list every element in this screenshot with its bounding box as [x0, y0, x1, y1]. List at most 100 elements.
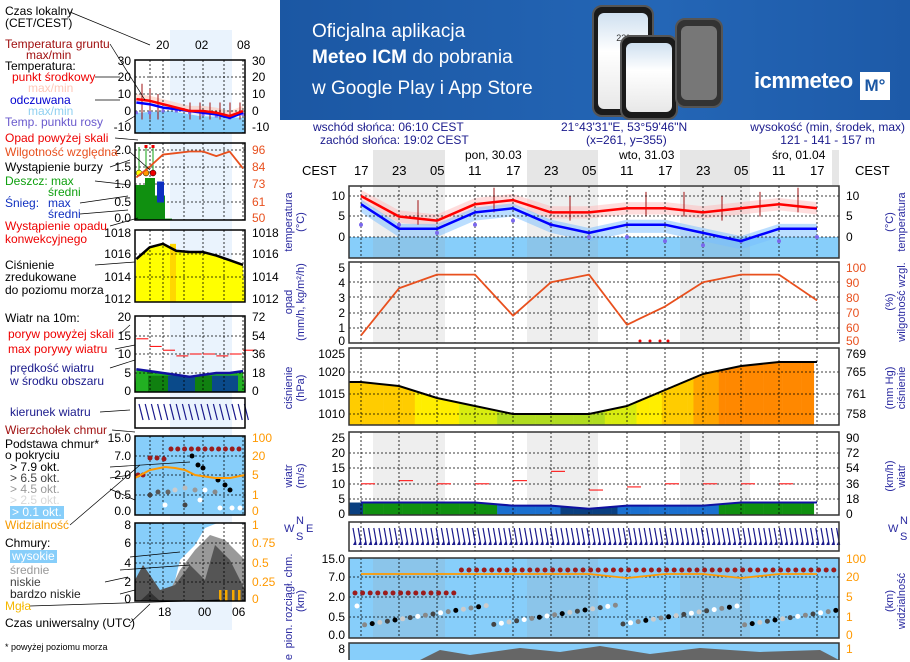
humidity-tick: 60: [846, 320, 860, 335]
mini-wind-arrow: [188, 403, 194, 421]
pressure-fill-strip: [661, 390, 669, 425]
wind-arrow-head: [457, 541, 460, 545]
cloud-top-dot: [702, 567, 708, 573]
wind-arrow-head: [576, 541, 580, 545]
wind-arrow-head: [795, 541, 798, 545]
wind-direction-arrow: [555, 527, 560, 546]
mini-visibility-line: [134, 466, 246, 479]
wind-fill-strip: [522, 505, 530, 515]
pressure-fill-strip: [566, 414, 574, 425]
convective-precip-dot: [638, 339, 642, 343]
mini-clouds-right-tick: 0.75: [252, 535, 276, 550]
cloud-top-dot: [504, 567, 510, 573]
mini-cloud-base-dot: [172, 487, 178, 493]
pressure-fill-strip: [794, 362, 802, 425]
wind-fill-strip: [370, 502, 378, 515]
temperature-line: [360, 194, 818, 222]
mini-precip-tick: 1.5: [114, 159, 131, 174]
wind-direction-arrow: [565, 527, 570, 546]
wind-fill-strip: [693, 505, 701, 515]
legend-vlow: bardzo niskie: [10, 587, 81, 601]
cloud-base-dot: [362, 622, 368, 628]
mini-pressure-tick: 1016: [104, 246, 131, 261]
cloud-base-dot: [597, 605, 603, 611]
wind-direction-arrow: [451, 527, 456, 546]
mini-pressure-strip: [170, 243, 176, 302]
wind-direction-arrow: [591, 527, 596, 546]
cloud-base-dot: [780, 616, 786, 622]
legend-leader-line: [119, 589, 136, 595]
legend-leader-line: [109, 461, 191, 468]
wind-direction-arrow: [435, 527, 440, 546]
mini-precip-tick: 0.0: [114, 210, 131, 225]
mini-cloud-base-dot: [229, 505, 235, 511]
legend-pressure2: zredukowane: [5, 270, 77, 284]
cloud-top-dot: [709, 567, 715, 573]
wind-arrow-head: [358, 541, 362, 545]
cloud-top-dot: [489, 567, 495, 573]
mini-cloud-base-dot: [182, 485, 188, 491]
wind-arrow-head: [633, 541, 637, 545]
wind-arrow-head: [550, 541, 554, 545]
elevation-values: 121 - 141 - 157 m: [780, 133, 875, 147]
dew-point-dot: [473, 222, 477, 227]
phone-image-3: [675, 18, 723, 108]
cloud-top-dot: [595, 567, 601, 573]
mini-fog-bar: [219, 590, 222, 601]
axis-title-left: pion. rozciągł. chm. (km): [283, 553, 307, 649]
cloud-base-dot: [650, 616, 656, 622]
mini-pressure-tick-right: 1014: [252, 269, 279, 284]
wind-rose-left: N: [296, 515, 304, 527]
pressure-fill-strip: [788, 362, 796, 425]
pressure-fill-strip: [414, 392, 422, 425]
wind-arrow-head: [545, 541, 549, 545]
mini-wind-kmh-tick: 36: [252, 346, 266, 361]
cloud-top-dot: [618, 567, 624, 573]
cloud-top-dot: [466, 567, 472, 573]
wind-direction-arrow: [815, 527, 820, 546]
mini-dew-dot: [241, 112, 245, 116]
mini-cloud-top-dot: [236, 446, 242, 452]
cloud-base-tick: 0.5: [328, 609, 345, 624]
cloud-base-dot: [726, 604, 732, 610]
axis-title-left: wiatr (m/s): [283, 463, 307, 489]
wind-arrow-head: [488, 541, 492, 545]
axis-title-right: (°C) temperatura: [884, 192, 908, 252]
app-promo-banner[interactable]: Oficjalna aplikacja Meteo ICM do pobrani…: [280, 0, 910, 120]
pressure-fill-strip: [725, 368, 732, 425]
cloud-base-dot: [787, 615, 793, 621]
wind-arrow-head: [784, 541, 788, 545]
mini-wind-arrow: [150, 403, 156, 421]
wind-direction-arrow: [664, 527, 669, 546]
legend-humidity: Wilgotność względna: [5, 145, 118, 159]
cloud-base-dot: [590, 606, 596, 612]
pressure-fill-strip: [465, 404, 473, 425]
wind-arrow-head: [680, 541, 684, 545]
wind-arrow-head: [441, 541, 445, 545]
legend-leader-line: [114, 137, 139, 141]
feels-like-line: [360, 203, 817, 243]
cloud-base-dot: [666, 614, 672, 620]
wind-tick: 5: [338, 491, 345, 506]
mini-dew-dot: [134, 111, 138, 115]
mini-wind-arrow: [237, 403, 243, 421]
cloud-base-dot: [384, 618, 390, 624]
wind-arrow-head: [763, 541, 767, 545]
wind-arrow-head: [644, 541, 648, 545]
pressure-fill-strip: [585, 414, 593, 425]
mini-cloud-top-dot: [168, 446, 174, 452]
wind-direction-arrow: [513, 527, 518, 546]
pressure-fill-strip: [370, 383, 378, 425]
cloud-base-dot: [582, 607, 588, 613]
mini-humidity-tick: 84: [252, 159, 266, 174]
hour-tick-label: 11: [772, 163, 786, 178]
visibility-tick: 1: [846, 609, 853, 624]
wind-arrow-head: [415, 541, 419, 545]
legend-leader-line: [111, 429, 136, 433]
axis-title-right: (mm Hg) ciśnienie: [884, 366, 908, 410]
wind-direction-arrow: [804, 527, 809, 546]
cloud-top-dot: [724, 567, 730, 573]
mini-pressure-tick-right: 1018: [252, 225, 279, 240]
cloud-base-dot: [574, 608, 580, 614]
humidity-tick: 50: [846, 333, 860, 348]
